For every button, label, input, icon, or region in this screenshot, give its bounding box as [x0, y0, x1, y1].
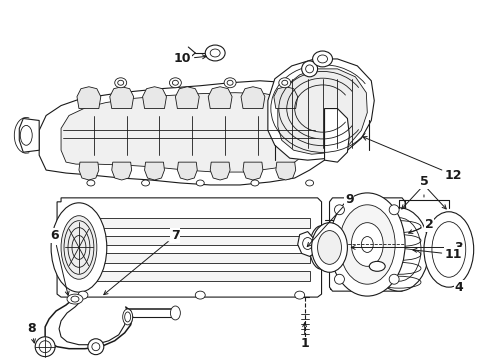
- Text: 6: 6: [50, 229, 69, 295]
- Ellipse shape: [196, 180, 204, 186]
- Text: 9: 9: [306, 193, 353, 247]
- Ellipse shape: [301, 61, 317, 77]
- Polygon shape: [112, 162, 131, 180]
- Ellipse shape: [305, 65, 313, 73]
- Polygon shape: [210, 162, 230, 180]
- Ellipse shape: [368, 261, 385, 271]
- Ellipse shape: [35, 337, 55, 357]
- Ellipse shape: [172, 80, 178, 85]
- Ellipse shape: [309, 226, 333, 269]
- Ellipse shape: [92, 343, 100, 351]
- Ellipse shape: [210, 49, 220, 57]
- Ellipse shape: [281, 80, 287, 85]
- Ellipse shape: [20, 125, 32, 145]
- Ellipse shape: [329, 193, 404, 296]
- Text: 5: 5: [419, 179, 427, 197]
- Text: 3: 3: [350, 241, 462, 254]
- Ellipse shape: [294, 291, 304, 299]
- Text: 11: 11: [412, 248, 462, 261]
- Ellipse shape: [195, 291, 205, 299]
- Polygon shape: [177, 162, 197, 180]
- Polygon shape: [175, 87, 199, 109]
- Ellipse shape: [170, 306, 180, 320]
- Polygon shape: [81, 271, 309, 281]
- Ellipse shape: [388, 274, 398, 284]
- Ellipse shape: [317, 55, 327, 63]
- Ellipse shape: [250, 180, 258, 186]
- Ellipse shape: [302, 238, 312, 249]
- Text: 5: 5: [419, 175, 427, 189]
- Ellipse shape: [51, 203, 106, 292]
- Text: 1: 1: [300, 323, 308, 350]
- Polygon shape: [81, 253, 309, 264]
- Polygon shape: [61, 93, 315, 172]
- Polygon shape: [329, 198, 404, 291]
- Ellipse shape: [142, 180, 149, 186]
- Ellipse shape: [334, 274, 344, 284]
- Polygon shape: [241, 87, 264, 109]
- Ellipse shape: [124, 312, 130, 322]
- Polygon shape: [277, 69, 366, 154]
- Text: 12: 12: [362, 136, 462, 181]
- Polygon shape: [81, 218, 309, 228]
- Polygon shape: [243, 162, 263, 180]
- Polygon shape: [79, 162, 99, 180]
- Polygon shape: [81, 235, 309, 246]
- Text: 2: 2: [408, 218, 432, 233]
- Ellipse shape: [368, 208, 428, 291]
- Ellipse shape: [311, 223, 346, 272]
- Ellipse shape: [71, 296, 79, 302]
- Ellipse shape: [61, 216, 97, 279]
- Ellipse shape: [278, 78, 290, 88]
- Text: 10: 10: [173, 53, 206, 66]
- Ellipse shape: [224, 78, 236, 88]
- Polygon shape: [142, 87, 166, 109]
- Polygon shape: [273, 87, 297, 109]
- Polygon shape: [109, 87, 133, 109]
- Text: 4: 4: [453, 281, 462, 294]
- Text: 8: 8: [27, 322, 36, 343]
- Ellipse shape: [376, 218, 420, 281]
- Ellipse shape: [351, 223, 383, 266]
- Ellipse shape: [115, 78, 126, 88]
- Ellipse shape: [122, 309, 132, 325]
- Polygon shape: [77, 87, 101, 109]
- Polygon shape: [275, 162, 295, 180]
- Polygon shape: [19, 118, 39, 152]
- Ellipse shape: [39, 341, 51, 353]
- Text: 7: 7: [103, 229, 180, 294]
- Polygon shape: [57, 198, 321, 297]
- Polygon shape: [144, 162, 164, 180]
- Polygon shape: [297, 231, 317, 256]
- Ellipse shape: [169, 78, 181, 88]
- Ellipse shape: [314, 234, 328, 261]
- Polygon shape: [267, 59, 373, 160]
- Ellipse shape: [431, 222, 465, 277]
- Ellipse shape: [339, 205, 394, 284]
- Ellipse shape: [205, 45, 224, 61]
- Polygon shape: [329, 200, 404, 289]
- Ellipse shape: [88, 339, 103, 355]
- Ellipse shape: [361, 237, 372, 252]
- Ellipse shape: [78, 291, 88, 299]
- Ellipse shape: [423, 212, 473, 287]
- Ellipse shape: [317, 231, 341, 264]
- Ellipse shape: [226, 80, 233, 85]
- Ellipse shape: [118, 80, 123, 85]
- Ellipse shape: [87, 180, 95, 186]
- Ellipse shape: [305, 180, 313, 186]
- Polygon shape: [39, 81, 337, 185]
- Ellipse shape: [67, 294, 83, 304]
- Polygon shape: [208, 87, 232, 109]
- Ellipse shape: [312, 51, 332, 67]
- Ellipse shape: [388, 205, 398, 215]
- Ellipse shape: [334, 205, 344, 215]
- Polygon shape: [324, 109, 349, 162]
